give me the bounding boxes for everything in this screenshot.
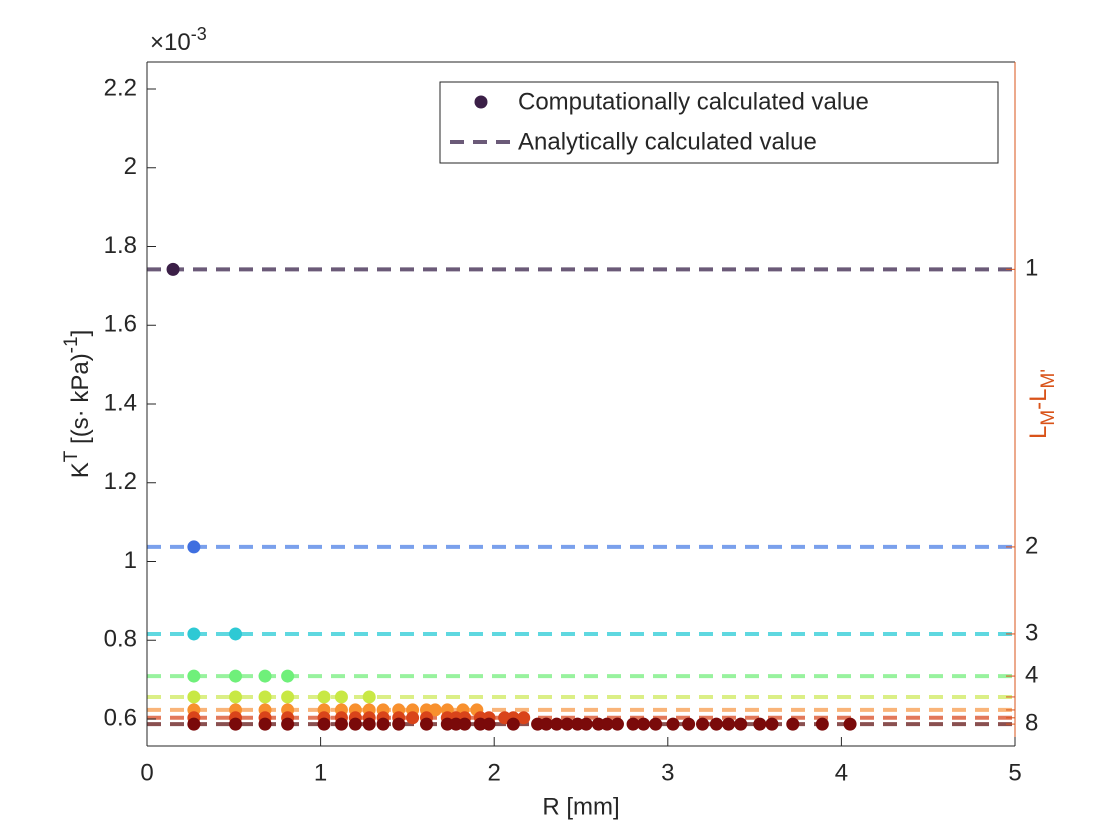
data-point: [406, 711, 420, 725]
y2-label-rest: -L: [1025, 388, 1052, 409]
data-point: [517, 711, 531, 725]
x-axis-label: R [mm]: [542, 793, 619, 820]
y-tick-label: 0.6: [104, 704, 137, 731]
data-point: [734, 717, 748, 731]
data-point: [334, 690, 348, 704]
x-tick-label: 4: [835, 759, 848, 786]
data-point: [258, 690, 272, 704]
y-label-sup: T: [61, 450, 82, 462]
data-point: [229, 690, 243, 704]
data-point: [539, 717, 553, 731]
data-point: [550, 717, 564, 731]
data-point: [458, 717, 472, 731]
data-point: [753, 717, 767, 731]
y-tick-label: 2: [124, 153, 137, 180]
data-point: [281, 690, 295, 704]
data-point: [187, 717, 201, 731]
data-point: [419, 717, 433, 731]
data-point: [666, 717, 680, 731]
x-tick-label: 2: [488, 759, 501, 786]
data-point: [626, 717, 640, 731]
data-point: [722, 717, 736, 731]
x-tick-label: 5: [1008, 759, 1021, 786]
y-tick-label: 1.4: [104, 389, 137, 416]
x-tick-label: 0: [140, 759, 153, 786]
data-point: [229, 669, 243, 683]
data-point: [506, 717, 520, 731]
data-point: [428, 703, 442, 717]
x-tick-label: 1: [314, 759, 327, 786]
data-point: [682, 717, 696, 731]
y-tick-label: 1.2: [104, 468, 137, 495]
data-point: [187, 669, 201, 683]
data-point: [229, 717, 243, 731]
x-tick-label: 3: [661, 759, 674, 786]
data-point: [610, 717, 624, 731]
y-tick-label: 1.8: [104, 232, 137, 259]
data-point: [229, 627, 243, 641]
data-point: [334, 717, 348, 731]
legend-box: [439, 81, 999, 164]
data-point: [348, 717, 362, 731]
data-point: [376, 717, 390, 731]
data-point: [696, 717, 710, 731]
y-label-sup2: -1: [61, 336, 82, 353]
data-point: [765, 717, 779, 731]
data-point: [166, 262, 180, 276]
y2-tick-label: 2: [1025, 532, 1038, 559]
y2-tick-label: 3: [1025, 619, 1038, 646]
exponent-sup: -3: [191, 24, 207, 44]
legend-label: Computationally calculated value: [518, 88, 869, 115]
data-point: [786, 717, 800, 731]
data-point: [482, 717, 496, 731]
data-point: [560, 717, 574, 731]
data-point: [362, 690, 376, 704]
data-point: [187, 627, 201, 641]
y-label-rest: [(s· kPa): [67, 353, 94, 450]
y-label-base: K: [67, 462, 94, 478]
y-axis-label: KT [(s· kPa)-1]: [61, 330, 94, 479]
y2-tick-label: 8: [1025, 709, 1038, 736]
y-tick-label: 1: [124, 547, 137, 574]
y2-tick-label: 4: [1025, 661, 1038, 688]
data-point: [187, 690, 201, 704]
y2-tick-label: 1: [1025, 255, 1038, 282]
data-point: [281, 669, 295, 683]
data-point: [600, 717, 614, 731]
data-point: [317, 717, 331, 731]
data-point: [843, 717, 857, 731]
data-point: [392, 717, 406, 731]
data-point: [187, 540, 201, 554]
y-label-end: ]: [67, 330, 94, 337]
y-tick-label: 1.6: [104, 311, 137, 338]
data-point: [815, 717, 829, 731]
data-point: [579, 717, 593, 731]
data-point: [636, 717, 650, 731]
y2-axis-label: LM-LM': [1025, 369, 1059, 439]
legend-marker: [474, 95, 488, 109]
data-point: [362, 717, 376, 731]
data-point: [258, 669, 272, 683]
exponent-label: ×10-3: [150, 24, 207, 57]
legend-label: Analytically calculated value: [518, 128, 817, 155]
y-tick-label: 2.2: [104, 74, 137, 101]
y-tick-label: 0.8: [104, 626, 137, 653]
y2-label-sub: M: [1038, 410, 1059, 426]
y2-label-sub2: M': [1038, 369, 1059, 388]
data-point: [258, 717, 272, 731]
y2-label-base: L: [1025, 426, 1052, 439]
data-point: [649, 717, 663, 731]
data-point: [709, 717, 723, 731]
data-point: [317, 690, 331, 704]
data-point: [281, 717, 295, 731]
exponent-base: ×10: [150, 29, 191, 56]
